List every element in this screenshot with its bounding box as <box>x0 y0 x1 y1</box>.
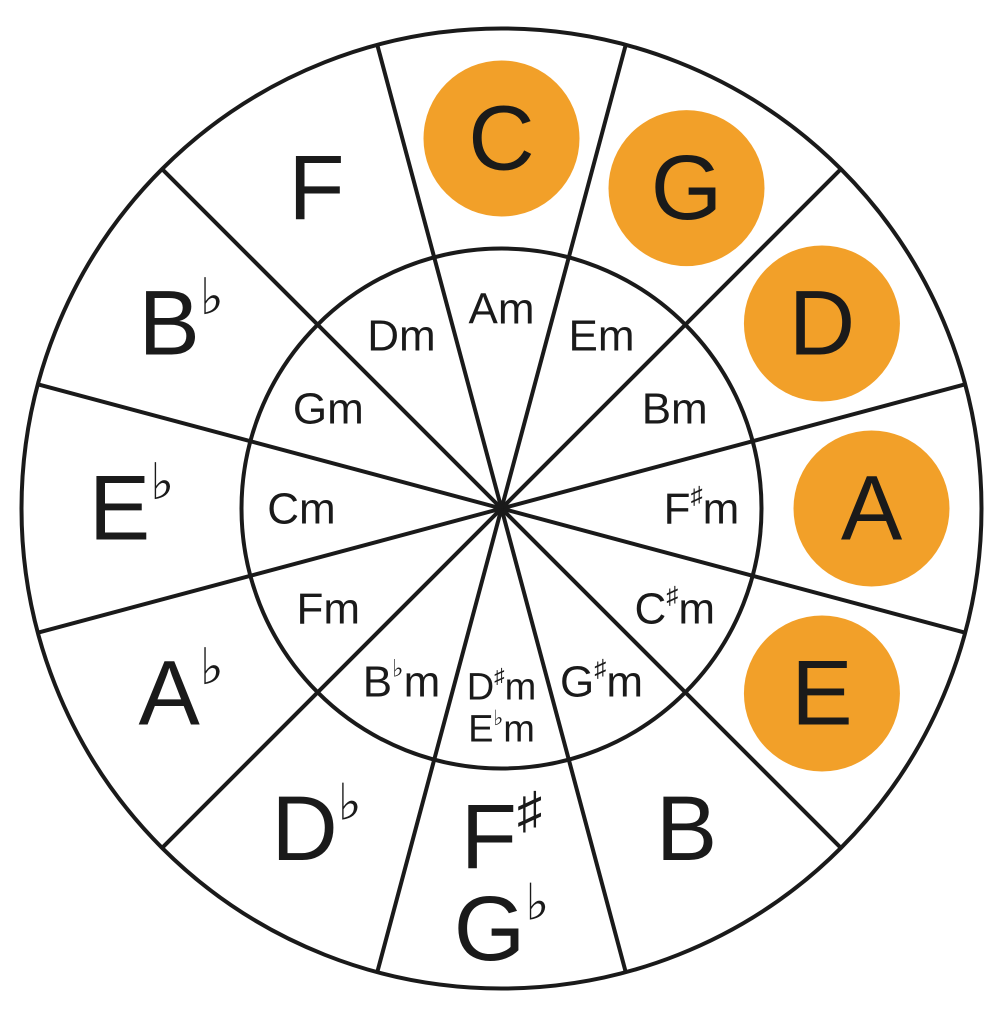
minor-key-label: Bm <box>642 384 708 433</box>
minor-key-label: Dm <box>367 311 435 360</box>
minor-key-label: Fm <box>297 584 361 633</box>
major-key-label: C <box>468 88 534 190</box>
major-key-label: G <box>651 137 723 239</box>
circle-of-fifths: CGDAEBF♯G♭D♭A♭E♭B♭FAmEmBmF♯mC♯mG♯mD♯mE♭m… <box>0 0 1003 1017</box>
major-key-label: D <box>789 273 855 375</box>
major-key-label: A <box>841 458 903 560</box>
minor-key-label: Gm <box>293 384 364 433</box>
major-key-label: E <box>791 643 852 745</box>
minor-key-label: Cm <box>267 484 335 533</box>
minor-key-label: Em <box>569 311 635 360</box>
major-key-label: B <box>656 778 717 880</box>
minor-key-label: Am <box>469 284 535 333</box>
major-key-label: F <box>288 137 344 239</box>
